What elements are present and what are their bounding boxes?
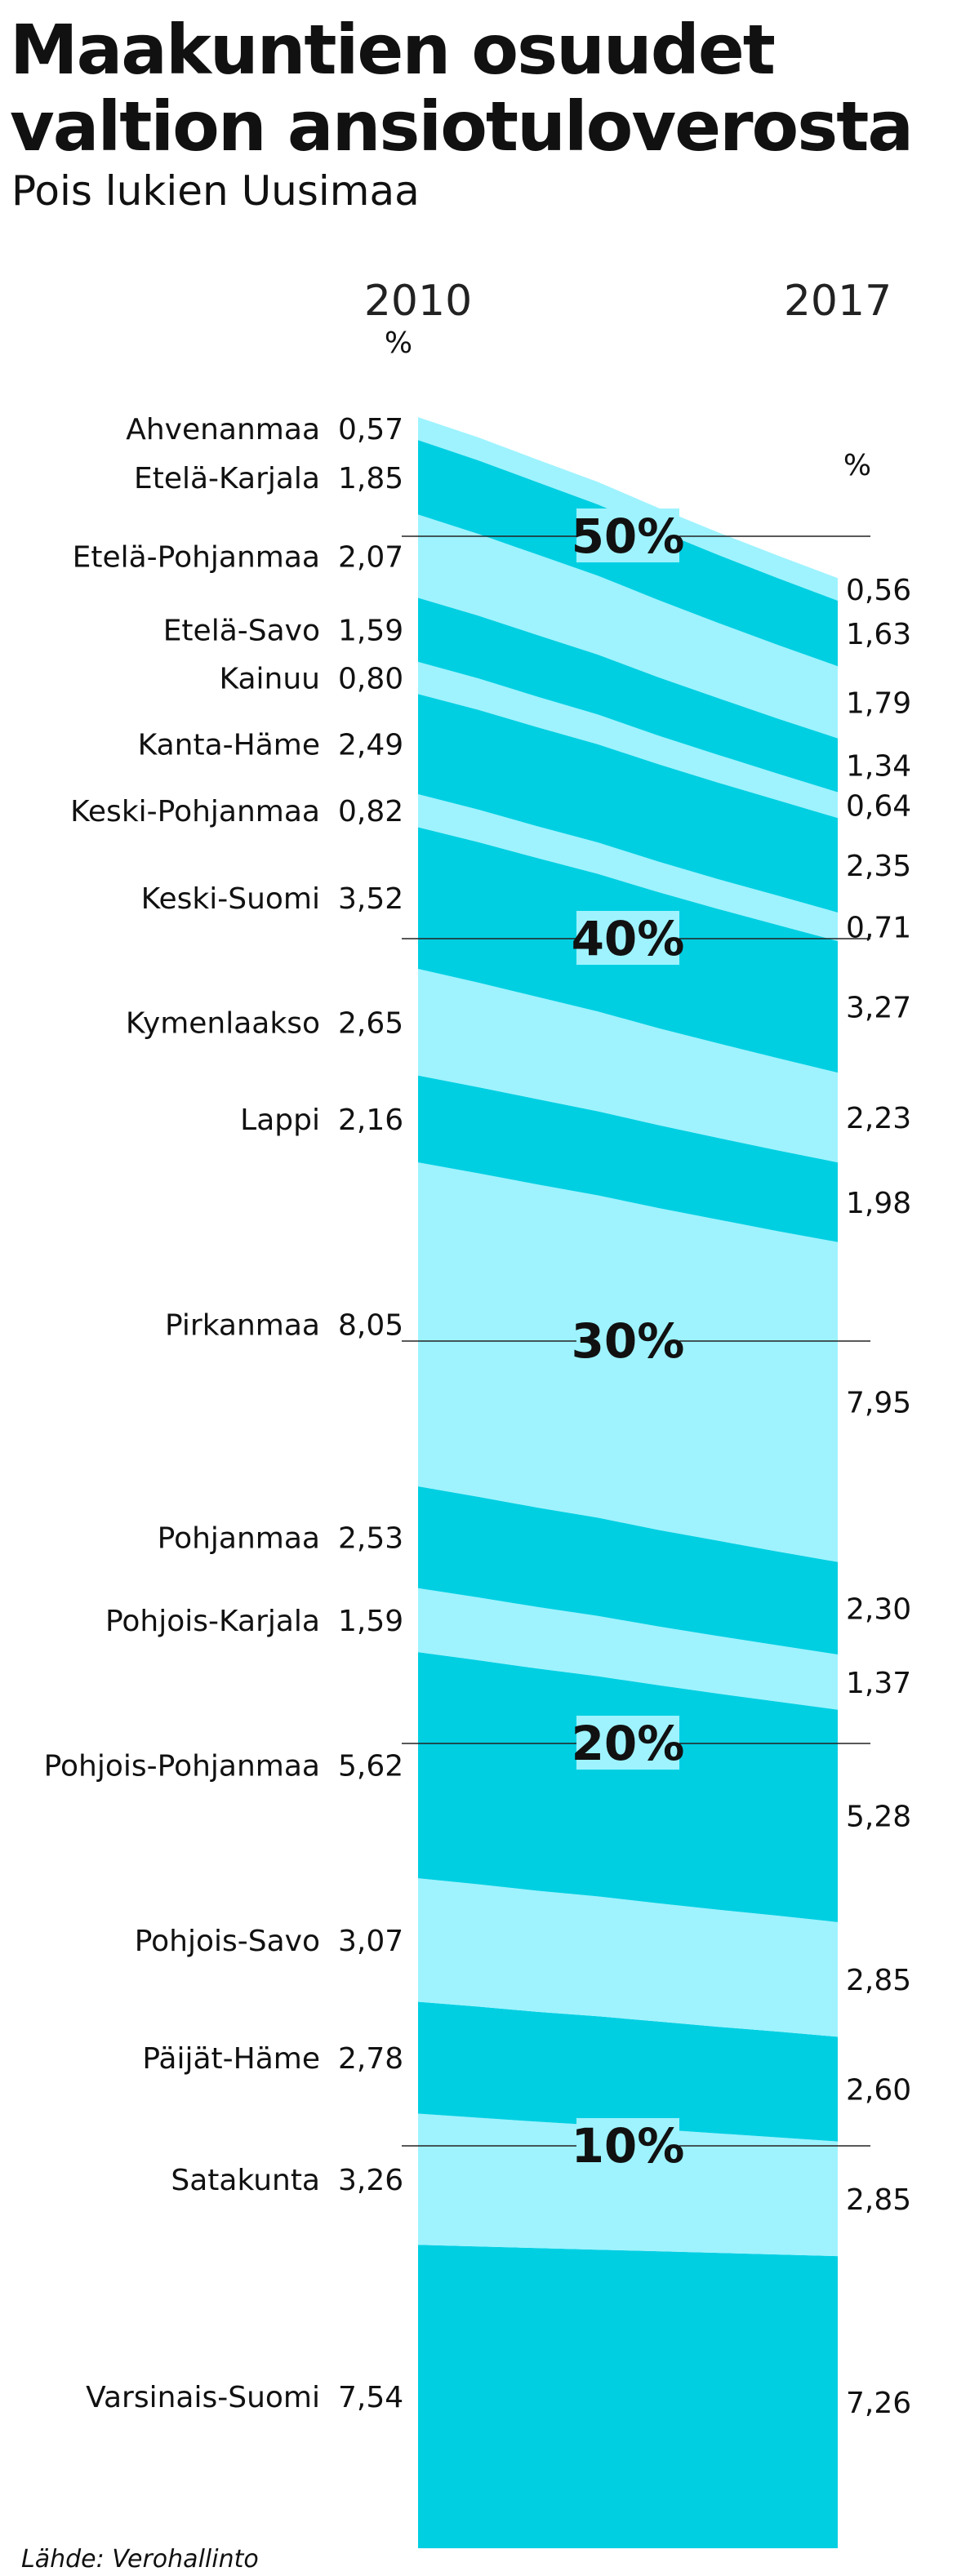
- unit-label-2010: %: [385, 326, 412, 360]
- value-2010-kanta-hame: 2,49: [338, 729, 403, 762]
- gridlabel-40: 40%: [572, 911, 685, 966]
- value-2017-pohjois-pohjanmaa: 5,28: [846, 1801, 911, 1834]
- gridlabel-20: 20%: [572, 1716, 685, 1771]
- value-2010-satakunta: 3,26: [338, 2164, 403, 2197]
- year-label-2010: 2010: [364, 277, 472, 326]
- unit-label-2017: %: [843, 449, 871, 482]
- area-pohjois-karjala: [418, 1588, 838, 1710]
- region-name-kymenlaakso: Kymenlaakso: [126, 1006, 320, 1040]
- region-name-keski-suomi: Keski-Suomi: [141, 882, 320, 916]
- value-2017-pirkanmaa: 7,95: [846, 1387, 911, 1420]
- region-name-pohjois-savo: Pohjois-Savo: [135, 1925, 320, 1958]
- region-name-etela-pohjanmaa: Etelä-Pohjanmaa: [73, 540, 320, 574]
- chart-subtitle: Pois lukien Uusimaa: [11, 167, 420, 215]
- value-2010-lappi: 2,16: [338, 1104, 403, 1137]
- gridlabel-bg-10: [576, 2118, 679, 2172]
- area-pohjois-pohjanmaa: [418, 1652, 838, 1922]
- title-line-1: Maakuntien osuudet: [10, 10, 776, 90]
- region-name-lappi: Lappi: [240, 1104, 320, 1137]
- value-2017-keski-suomi: 3,27: [846, 992, 911, 1025]
- gridlabel-bg-40: [576, 911, 679, 965]
- gridlabel-bg-30: [576, 1313, 679, 1367]
- region-name-paijat-hame: Päijät-Häme: [142, 2042, 320, 2076]
- value-2010-etela-pohjanmaa: 2,07: [338, 540, 403, 574]
- area-etela-pohjanmaa: [418, 514, 838, 739]
- area-etela-savo: [418, 597, 838, 793]
- area-satakunta: [418, 2113, 838, 2257]
- value-2017-pohjois-savo: 2,85: [846, 1964, 911, 1997]
- value-2010-etela-karjala: 1,85: [338, 462, 403, 495]
- value-2017-etela-savo: 1,34: [846, 750, 911, 784]
- value-labels: 2010 2017%% Varsinais-Suomi 7,54 7,26 Satakun…: [44, 277, 912, 2420]
- value-2017-keski-pohjanmaa: 0,71: [846, 911, 911, 944]
- area-keski-pohjanmaa: [418, 794, 838, 941]
- chart-title: Maakuntien osuudet valtion ansiotulovero…: [10, 10, 914, 167]
- gridlabel-30: 30%: [572, 1313, 685, 1369]
- value-2010-pohjois-pohjanmaa: 5,62: [338, 1750, 403, 1783]
- value-2010-keski-suomi: 3,52: [338, 882, 403, 916]
- region-name-etela-karjala: Etelä-Karjala: [134, 462, 320, 495]
- region-name-pohjanmaa: Pohjanmaa: [158, 1521, 320, 1555]
- region-name-kainuu: Kainuu: [220, 663, 321, 696]
- region-name-varsinais-suomi: Varsinais-Suomi: [86, 2381, 320, 2414]
- year-label-2017: 2017: [784, 277, 892, 326]
- area-varsinais-suomi: [418, 2245, 838, 2548]
- value-2017-ahvenanmaa: 0,56: [846, 574, 911, 607]
- gridlabel-bg-20: [576, 1716, 679, 1770]
- region-name-ahvenanmaa: Ahvenanmaa: [126, 413, 320, 446]
- value-2017-kanta-hame: 2,35: [846, 850, 911, 883]
- value-2010-kainuu: 0,80: [338, 663, 403, 696]
- region-name-pohjois-karjala: Pohjois-Karjala: [105, 1605, 320, 1638]
- value-2017-paijat-hame: 2,60: [846, 2073, 911, 2107]
- area-layers: [418, 417, 838, 2548]
- value-2017-satakunta: 2,85: [846, 2183, 911, 2217]
- value-2010-kymenlaakso: 2,65: [338, 1006, 403, 1040]
- region-name-etela-savo: Etelä-Savo: [163, 615, 320, 648]
- value-2010-keski-pohjanmaa: 0,82: [338, 795, 403, 828]
- value-2010-paijat-hame: 2,78: [338, 2042, 403, 2076]
- area-pohjanmaa: [418, 1486, 838, 1655]
- value-2010-pohjois-savo: 3,07: [338, 1925, 403, 1958]
- gridlabel-10: 10%: [572, 2118, 685, 2174]
- area-lappi: [418, 1075, 838, 1242]
- gridlabel-50: 50%: [572, 509, 685, 564]
- value-2010-pohjois-karjala: 1,59: [338, 1605, 403, 1638]
- value-2010-varsinais-suomi: 7,54: [338, 2381, 403, 2414]
- value-2017-kainuu: 0,64: [846, 789, 911, 823]
- area-pohjois-savo: [418, 1878, 838, 2037]
- value-2017-varsinais-suomi: 7,26: [846, 2387, 911, 2420]
- value-2017-pohjanmaa: 2,30: [846, 1592, 911, 1626]
- region-name-satakunta: Satakunta: [171, 2164, 320, 2197]
- region-name-pohjois-pohjanmaa: Pohjois-Pohjanmaa: [44, 1750, 320, 1783]
- area-paijat-hame: [418, 2001, 838, 2142]
- value-2017-lappi: 1,98: [846, 1187, 911, 1220]
- value-2017-etela-karjala: 1,63: [846, 618, 911, 651]
- source-note: Lähde: Verohallinto: [21, 2545, 259, 2574]
- value-2017-etela-pohjanmaa: 1,79: [846, 686, 911, 720]
- area-kainuu: [418, 661, 838, 819]
- area-kymenlaakso: [418, 968, 838, 1163]
- value-2010-pirkanmaa: 8,05: [338, 1309, 403, 1343]
- gridlabel-bg-50: [576, 509, 679, 562]
- value-2017-pohjois-karjala: 1,37: [846, 1667, 911, 1700]
- area-kanta-hame: [418, 694, 838, 913]
- region-name-kanta-hame: Kanta-Häme: [138, 729, 320, 762]
- region-name-keski-pohjanmaa: Keski-Pohjanmaa: [70, 795, 320, 828]
- title-line-2: valtion ansiotuloverosta: [10, 87, 914, 167]
- region-name-pirkanmaa: Pirkanmaa: [165, 1309, 320, 1343]
- gridlines: 10% 20% 30% 40% 50%: [402, 509, 870, 2174]
- value-2010-etela-savo: 1,59: [338, 615, 403, 648]
- value-2010-pohjanmaa: 2,53: [338, 1521, 403, 1555]
- value-2017-kymenlaakso: 2,23: [846, 1102, 911, 1135]
- value-2010-ahvenanmaa: 0,57: [338, 413, 403, 446]
